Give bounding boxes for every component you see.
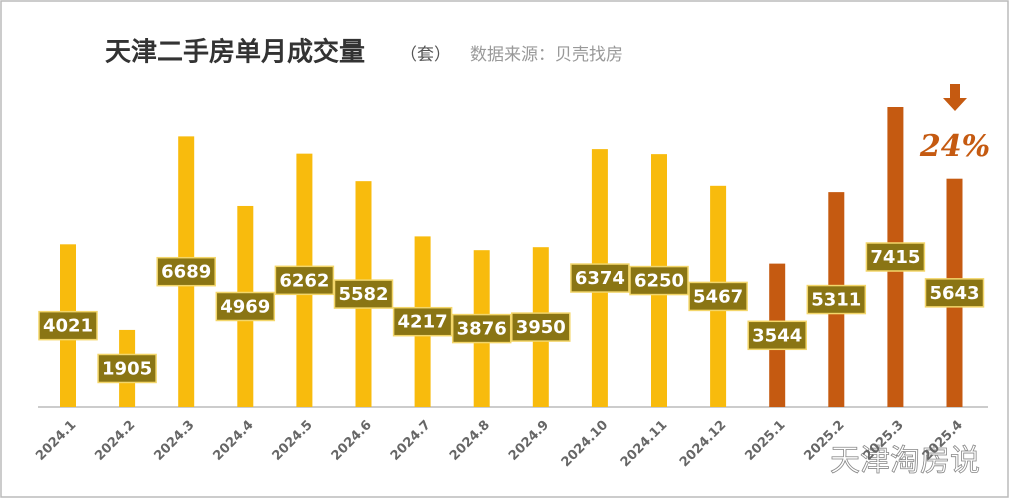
value-label-box: [451, 313, 512, 344]
value-label: 4217: [398, 312, 448, 333]
value-label: 7415: [870, 247, 920, 268]
value-label-box: [97, 353, 157, 384]
value-label: 4021: [43, 316, 93, 337]
value-label: 5643: [929, 283, 979, 304]
value-label: 5582: [338, 284, 388, 305]
value-label-box: [333, 279, 394, 309]
value-label-box: [924, 278, 985, 308]
value-label: 1905: [102, 358, 152, 379]
value-label-box: [865, 242, 926, 272]
down-arrow: [943, 84, 967, 111]
source: 数据来源：贝壳找房: [470, 45, 623, 65]
value-label: 6374: [575, 268, 625, 289]
watermark: 天津淘房说: [830, 444, 980, 479]
value-label: 3876: [457, 319, 507, 340]
value-label-box: [274, 265, 335, 296]
chart-title: 天津二手房单月成交量: [105, 37, 365, 68]
value-label: 5467: [693, 286, 743, 307]
value-label: 6262: [279, 270, 329, 291]
value-label: 4969: [220, 296, 270, 317]
annotation: 24%: [919, 129, 990, 164]
value-label-box: [38, 310, 98, 341]
value-label-box: [747, 320, 807, 351]
value-label: 6250: [634, 271, 684, 292]
value-label-box: [806, 284, 867, 315]
value-label-box: [156, 256, 216, 287]
value-label-box: [570, 263, 630, 293]
value-label-box: [688, 281, 748, 312]
value-label-box: [215, 291, 276, 322]
value-label-box: [392, 306, 453, 337]
value-label: 3950: [516, 317, 566, 338]
value-label-box: [511, 312, 571, 342]
value-label: 3544: [752, 325, 802, 346]
value-label-box: [629, 265, 689, 296]
value-label: 5311: [811, 290, 861, 311]
unit: （套）: [400, 45, 451, 65]
value-label: 6689: [161, 262, 211, 283]
